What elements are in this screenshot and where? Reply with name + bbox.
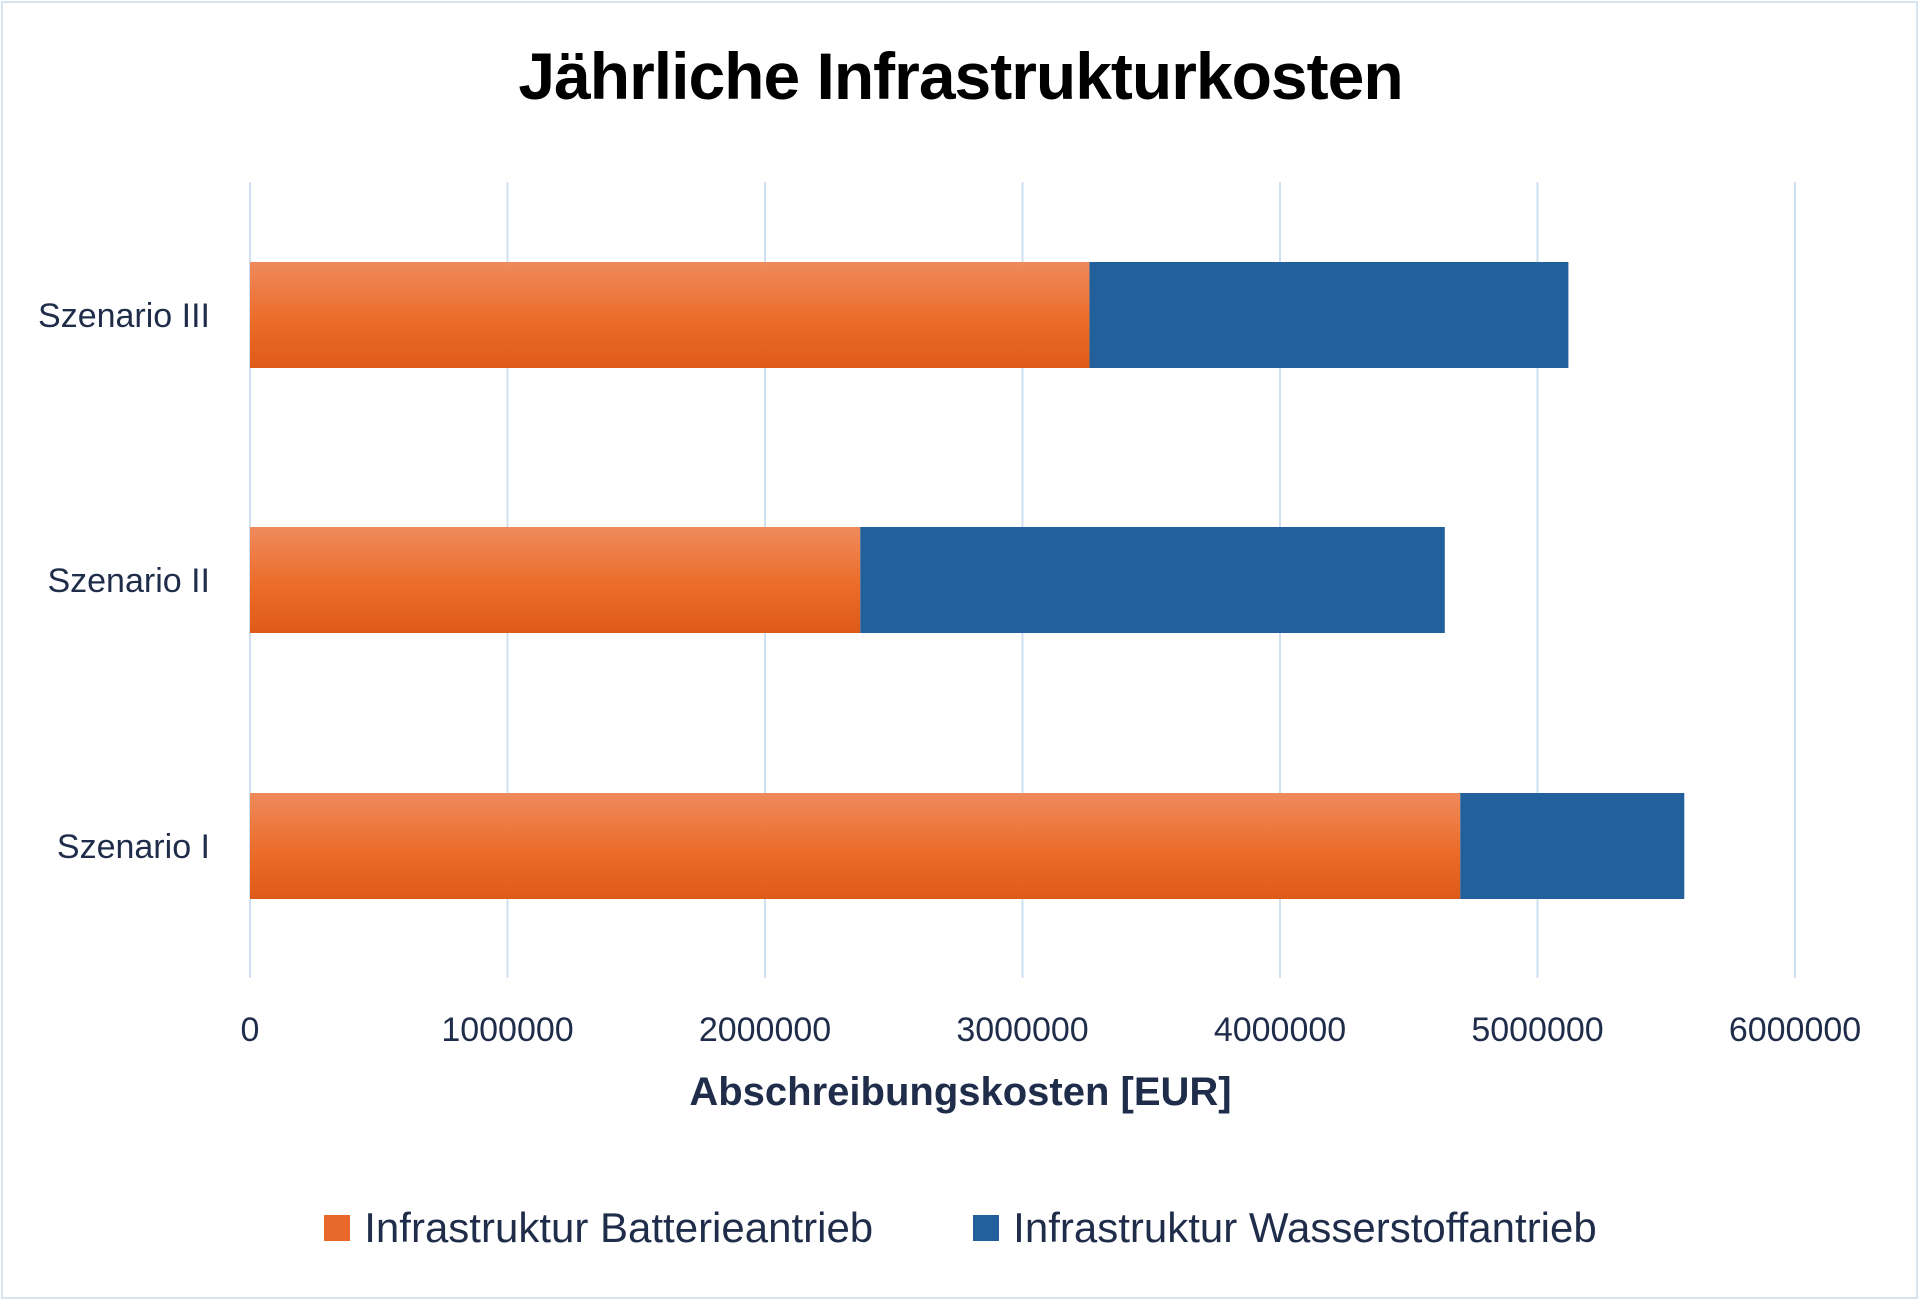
chart-title: Jährliche Infrastrukturkosten (518, 39, 1403, 113)
x-tick-label: 1000000 (441, 1011, 573, 1049)
x-tick-label: 0 (241, 1011, 260, 1049)
x-tick-labels: 0 1000000 2000000 3000000 4000000 5000000 6000… (241, 1011, 1862, 1049)
x-tick-label: 3000000 (956, 1011, 1088, 1049)
legend-swatch-hydrogen (973, 1215, 1000, 1241)
x-tick-label: 4000000 (1214, 1011, 1346, 1049)
category-labels: Szenario III Szenario II Szenario I (38, 297, 210, 866)
bar-hydrogen (1089, 262, 1569, 368)
bar-battery (250, 793, 1461, 899)
legend-item-hydrogen: Infrastruktur Wasserstoffantrieb (973, 1204, 1597, 1252)
bars (250, 262, 1685, 899)
bar-hydrogen (860, 527, 1445, 633)
legend: Infrastruktur Batterieantrieb Infrastruk… (0, 1198, 1921, 1258)
x-tick-label: 5000000 (1471, 1011, 1603, 1049)
legend-label-battery: Infrastruktur Batterieantrieb (364, 1204, 874, 1251)
bar-hydrogen (1460, 793, 1685, 899)
bar-battery (250, 527, 861, 633)
legend-item-battery: Infrastruktur Batterieantrieb (324, 1204, 873, 1252)
legend-label-hydrogen: Infrastruktur Wasserstoffantrieb (1013, 1204, 1597, 1251)
x-axis-label: Abschreibungskosten [EUR] (689, 1070, 1232, 1114)
legend-swatch-battery (324, 1215, 351, 1241)
x-tick-label: 6000000 (1729, 1011, 1861, 1049)
category-label: Szenario II (47, 562, 210, 600)
x-tick-label: 2000000 (699, 1011, 831, 1049)
bar-battery (250, 262, 1090, 368)
category-label: Szenario I (57, 828, 210, 866)
category-label: Szenario III (38, 297, 210, 335)
